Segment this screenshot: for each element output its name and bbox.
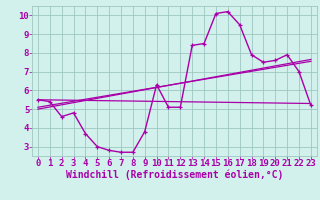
X-axis label: Windchill (Refroidissement éolien,°C): Windchill (Refroidissement éolien,°C) (66, 169, 283, 180)
